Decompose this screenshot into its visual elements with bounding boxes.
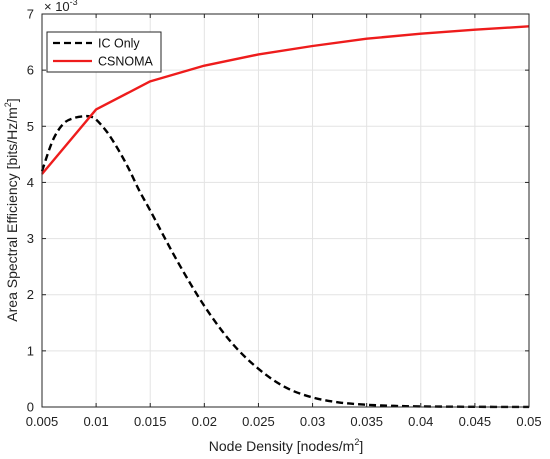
x-tick-label: 0.005 <box>26 414 59 429</box>
plot-area-border <box>41 13 530 408</box>
y-tick-label: 0 <box>27 400 34 415</box>
legend-box <box>46 31 162 73</box>
series-lines <box>40 25 530 409</box>
y-tick-label: 4 <box>27 175 34 190</box>
series-line-csnoma <box>41 25 530 175</box>
y-tick-label: 1 <box>27 343 34 358</box>
y-axis-label: Area Spectral Efficiency [bits/Hz/m2] <box>3 98 20 321</box>
legend: IC Only CSNOMA <box>46 31 162 73</box>
x-tick-label: 0.045 <box>459 414 492 429</box>
y-tick-label: 7 <box>27 7 34 22</box>
grid-lines <box>42 14 529 407</box>
legend-label-csnoma: CSNOMA <box>98 55 154 69</box>
x-tick-label: 0.035 <box>350 414 383 429</box>
x-tick-label: 0.05 <box>516 414 541 429</box>
y-axis-exponent: × 10-3 <box>44 0 78 14</box>
legend-label-ic-only: IC Only <box>98 37 140 51</box>
x-tick-label: 0.02 <box>192 414 217 429</box>
x-tick-label: 0.03 <box>300 414 325 429</box>
x-tick-label: 0.015 <box>134 414 167 429</box>
x-tick-label: 0.01 <box>83 414 108 429</box>
x-tick-label: 0.04 <box>408 414 433 429</box>
y-tick-label: 6 <box>27 63 34 78</box>
plot-area-background <box>42 14 529 407</box>
y-tick-label: 5 <box>27 119 34 134</box>
series-line-ic-only <box>40 114 530 409</box>
y-tick-label: 3 <box>27 231 34 246</box>
x-axis-label: Node Density [nodes/m2] <box>209 437 363 454</box>
y-tick-label: 2 <box>27 287 34 302</box>
axis-ticks: 0.005 0.01 0.015 0.02 0.025 0.03 0.035 0.04 0.04… <box>26 7 542 430</box>
x-tick-label: 0.025 <box>242 414 275 429</box>
